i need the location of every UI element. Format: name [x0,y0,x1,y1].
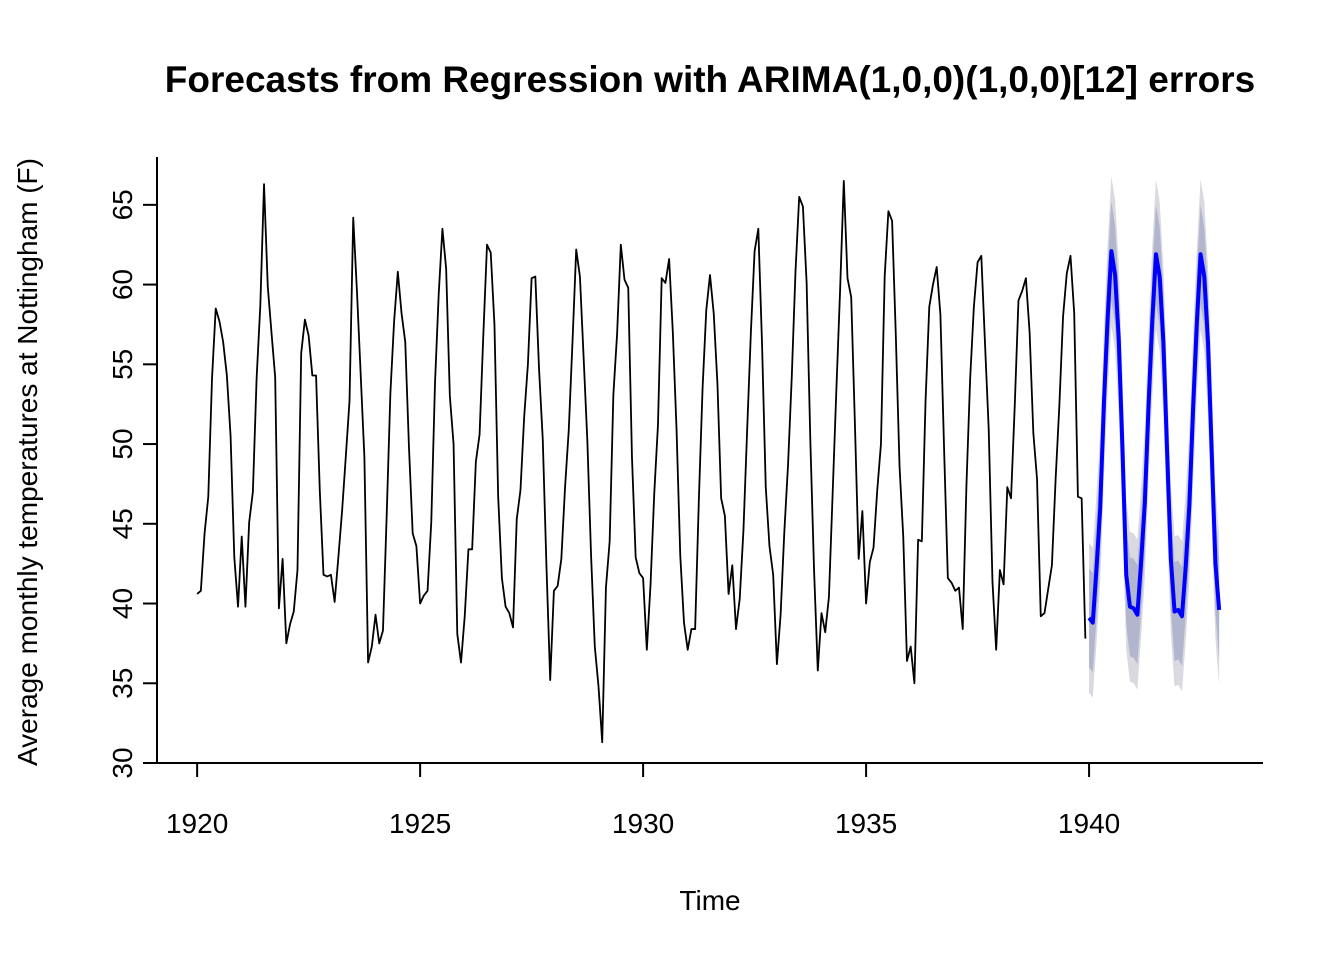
x-tick-label: 1925 [389,808,451,839]
chart-title: Forecasts from Regression with ARIMA(1,0… [165,59,1255,100]
series-lines [196,180,1222,744]
y-tick-label: 50 [107,428,138,459]
forecast-series-line [1087,249,1222,625]
y-tick-label: 40 [107,588,138,619]
y-tick-label: 35 [107,668,138,699]
observed-series-line [196,180,1087,744]
y-axis-label: Average monthly temperatures at Nottingh… [12,158,43,766]
x-tick-label: 1940 [1058,808,1120,839]
x-tick-label: 1930 [612,808,674,839]
y-tick-label: 55 [107,349,138,380]
y-tick-label: 65 [107,189,138,220]
x-axis-label: Time [679,885,740,916]
x-tick-label: 1920 [166,808,228,839]
axes: 1920 1925 1930 1935 1940 30 35 40 45 50 55 60 65 [107,157,1263,839]
y-tick-label: 30 [107,747,138,778]
x-tick-label: 1935 [835,808,897,839]
y-tick-label: 45 [107,508,138,539]
y-tick-label: 60 [107,269,138,300]
